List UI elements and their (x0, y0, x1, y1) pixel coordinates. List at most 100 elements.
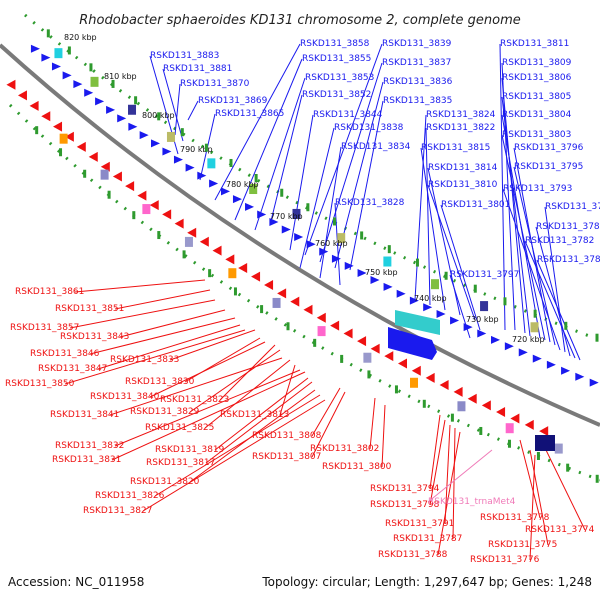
reverse-gene-arrow[interactable] (17, 90, 27, 101)
reverse-gene-label[interactable]: RSKD131_3832 (55, 441, 124, 451)
forward-gene-label[interactable]: RSKD131_3801 (441, 200, 510, 210)
forward-gene-arrow[interactable] (546, 360, 556, 369)
forward-gene-label[interactable]: RSKD131_3869 (198, 96, 268, 106)
reverse-gene-arrow[interactable] (384, 351, 394, 362)
forward-gene-arrow[interactable] (106, 105, 116, 114)
forward-gene-label[interactable]: RSKD131_3839 (382, 39, 452, 49)
reverse-gene-arrow[interactable] (53, 121, 63, 132)
reverse-gene-arrow[interactable] (316, 312, 326, 323)
reverse-gene-arrow[interactable] (357, 336, 367, 347)
reverse-gene-arrow[interactable] (510, 413, 520, 424)
reverse-gene-arrow[interactable] (137, 190, 147, 201)
forward-gene-label[interactable]: RSKD131_3797 (450, 270, 519, 280)
reverse-gene-label[interactable]: RSKD131_3857 (10, 323, 79, 333)
forward-gene-label[interactable]: RSKD131_3858 (300, 39, 370, 49)
forward-gene-arrow[interactable] (150, 139, 160, 148)
reverse-gene-label[interactable]: RSKD131_3791 (385, 519, 454, 529)
forward-gene-label[interactable]: RSKD131_3836 (383, 77, 453, 87)
forward-gene-label[interactable]: RSKD131_3828 (335, 198, 405, 208)
reverse-gene-label[interactable]: RSKD131_3774 (525, 525, 595, 535)
forward-gene-label[interactable]: RSKD131_3811 (500, 39, 569, 49)
reverse-gene-arrow[interactable] (174, 218, 184, 229)
forward-gene-arrow[interactable] (383, 282, 393, 291)
forward-gene-label[interactable]: RSKD131_3870 (180, 79, 250, 89)
reverse-gene-arrow[interactable] (88, 151, 98, 162)
large-gene-box[interactable] (535, 435, 555, 451)
forward-gene-arrow[interactable] (281, 225, 291, 234)
forward-gene-arrow[interactable] (491, 335, 501, 344)
reverse-gene-label[interactable]: RSKD131_3861 (15, 287, 84, 297)
forward-gene-arrow[interactable] (209, 179, 219, 188)
reverse-gene-arrow[interactable] (187, 227, 197, 238)
forward-gene-arrow[interactable] (331, 254, 341, 263)
forward-gene-arrow[interactable] (232, 195, 242, 204)
reverse-gene-label[interactable]: RSKD131_3778 (480, 513, 550, 523)
forward-gene-arrow[interactable] (357, 268, 367, 277)
forward-gene-label[interactable]: RSKD131_3837 (382, 58, 451, 68)
forward-gene-label[interactable]: RSKD131_3853 (305, 73, 374, 83)
forward-gene-arrow[interactable] (561, 366, 571, 375)
reverse-gene-arrow[interactable] (303, 304, 313, 315)
forward-gene-label[interactable]: RSKD131_3785 (545, 202, 600, 212)
reverse-gene-label[interactable]: RSKD131_3802 (310, 444, 379, 454)
reverse-gene-label[interactable]: RSKD131_3831 (52, 455, 121, 465)
forward-gene-arrow[interactable] (95, 97, 105, 106)
reverse-gene-arrow[interactable] (162, 209, 172, 220)
forward-gene-arrow[interactable] (409, 296, 419, 305)
reverse-gene-arrow[interactable] (467, 393, 477, 404)
forward-gene-label[interactable]: RSKD131_3803 (502, 130, 571, 140)
forward-gene-label[interactable]: RSKD131_3835 (383, 96, 452, 106)
forward-gene-label[interactable]: RSKD131_3795 (514, 162, 583, 172)
reverse-gene-arrow[interactable] (199, 236, 209, 247)
forward-gene-label[interactable]: RSKD131_3834 (341, 142, 411, 152)
reverse-gene-arrow[interactable] (112, 171, 122, 182)
reverse-gene-label[interactable]: RSKD131_3800 (322, 462, 392, 472)
reverse-gene-arrow[interactable] (225, 254, 235, 265)
reverse-gene-arrow[interactable] (251, 271, 261, 282)
reverse-gene-label[interactable]: RSKD131_3817 (146, 458, 215, 468)
reverse-gene-arrow[interactable] (6, 79, 16, 90)
forward-gene-label[interactable]: RSKD131_3793 (503, 184, 572, 194)
forward-gene-label[interactable]: RSKD131_3822 (426, 123, 495, 133)
forward-gene-label[interactable]: RSKD131_3852 (302, 90, 371, 100)
forward-gene-arrow[interactable] (589, 378, 599, 387)
reverse-gene-arrow[interactable] (370, 343, 380, 354)
reverse-gene-label[interactable]: RSKD131_3788 (378, 550, 448, 560)
reverse-gene-label[interactable]: RSKD131_3826 (95, 491, 165, 501)
reverse-gene-arrow[interactable] (330, 320, 340, 331)
forward-gene-arrow[interactable] (117, 114, 127, 123)
large-forward-gene-arrow[interactable] (388, 327, 437, 360)
reverse-gene-label[interactable]: RSKD131_3776 (470, 555, 540, 565)
forward-gene-arrow[interactable] (220, 187, 230, 196)
forward-gene-arrow[interactable] (423, 303, 433, 312)
forward-gene-label[interactable]: RSKD131_3815 (421, 143, 490, 153)
reverse-gene-arrow[interactable] (149, 200, 159, 211)
reverse-gene-label[interactable]: RSKD131_3794 (370, 484, 440, 494)
forward-gene-arrow[interactable] (463, 323, 473, 332)
forward-gene-label[interactable]: RSKD131_3814 (428, 163, 498, 173)
forward-gene-label[interactable]: RSKD131_3805 (502, 92, 571, 102)
reverse-gene-arrow[interactable] (64, 131, 74, 142)
forward-gene-label[interactable]: RSKD131_3804 (502, 110, 572, 120)
reverse-gene-label[interactable]: RSKD131_3798 (370, 500, 440, 510)
forward-gene-arrow[interactable] (306, 240, 316, 249)
forward-gene-arrow[interactable] (162, 147, 172, 156)
forward-gene-arrow[interactable] (197, 171, 207, 180)
large-gene-box[interactable] (395, 310, 440, 335)
forward-gene-arrow[interactable] (257, 210, 267, 219)
reverse-gene-arrow[interactable] (100, 161, 110, 172)
reverse-gene-label[interactable]: RSKD131_3833 (110, 355, 179, 365)
reverse-gene-label[interactable]: RSKD131_3820 (130, 477, 200, 487)
rna-gene-label[interactable]: RSKD131_trnaMet4 (428, 497, 516, 507)
reverse-gene-arrow[interactable] (496, 407, 506, 418)
reverse-gene-arrow[interactable] (29, 100, 39, 111)
reverse-gene-arrow[interactable] (425, 372, 435, 383)
reverse-gene-label[interactable]: RSKD131_3823 (160, 395, 229, 405)
forward-gene-arrow[interactable] (62, 71, 72, 80)
reverse-gene-label[interactable]: RSKD131_3787 (393, 534, 462, 544)
forward-gene-label[interactable]: RSKD131_3881 (163, 64, 232, 74)
reverse-gene-arrow[interactable] (277, 288, 287, 299)
reverse-gene-arrow[interactable] (76, 141, 86, 152)
reverse-gene-arrow[interactable] (212, 245, 222, 256)
forward-gene-label[interactable]: RSKD131_3781 (537, 255, 600, 265)
